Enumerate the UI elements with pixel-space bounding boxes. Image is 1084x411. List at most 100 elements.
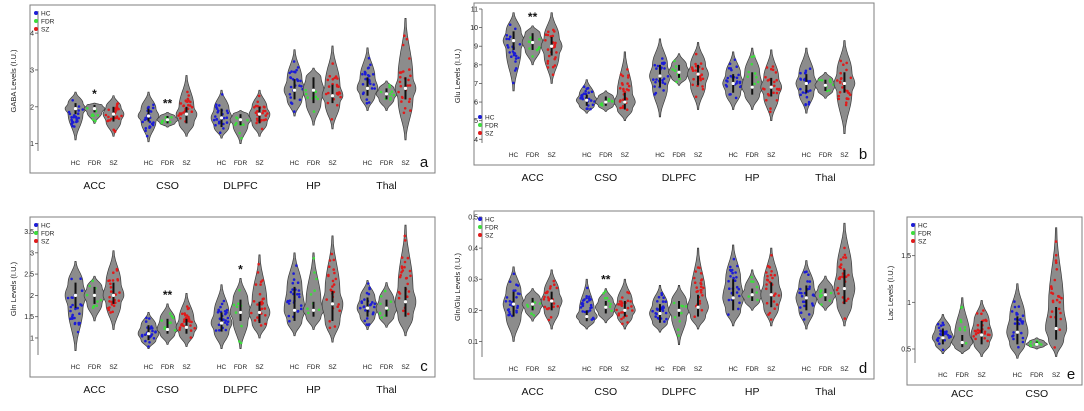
- median-marker: [238, 118, 243, 122]
- data-point-fdr: [312, 110, 316, 113]
- data-point-sz: [698, 299, 702, 303]
- data-point-fdr: [528, 47, 531, 50]
- data-point-hc: [1012, 331, 1015, 334]
- data-point-sz: [112, 304, 116, 308]
- violin-fdr: [229, 110, 252, 144]
- data-point-fdr: [605, 296, 609, 300]
- data-point-sz: [974, 337, 977, 341]
- data-point-sz: [254, 283, 258, 286]
- data-point-hc: [296, 66, 300, 69]
- data-point-sz: [622, 87, 625, 91]
- data-point-sz: [405, 276, 409, 280]
- data-point-sz: [256, 271, 260, 274]
- data-point-fdr: [533, 301, 537, 304]
- data-point-sz: [554, 41, 557, 45]
- group-label-hc: HC: [290, 160, 300, 167]
- data-point-sz: [626, 299, 630, 303]
- y-tick-label: 0.5: [468, 215, 478, 222]
- data-point-sz: [694, 270, 697, 273]
- data-point-sz: [694, 62, 697, 66]
- data-point-fdr: [99, 298, 103, 302]
- data-point-sz: [109, 311, 112, 314]
- data-point-sz: [555, 286, 559, 290]
- data-point-sz: [262, 109, 265, 113]
- data-point-sz: [398, 71, 402, 74]
- data-point-sz: [625, 108, 629, 111]
- data-point-sz: [545, 291, 549, 295]
- data-point-sz: [774, 292, 777, 296]
- data-point-sz: [844, 256, 848, 259]
- data-point-fdr: [388, 92, 392, 96]
- panel-label: a: [420, 154, 429, 171]
- data-point-hc: [589, 99, 593, 102]
- data-point-hc: [514, 67, 518, 70]
- data-point-sz: [189, 336, 193, 339]
- median-marker: [823, 293, 828, 297]
- data-point-hc: [226, 316, 230, 320]
- data-point-hc: [225, 311, 228, 314]
- data-point-fdr: [750, 275, 753, 279]
- data-point-fdr: [753, 72, 757, 75]
- legend-label-sz: SZ: [918, 238, 926, 245]
- data-point-sz: [835, 288, 839, 292]
- data-point-sz: [976, 331, 980, 335]
- data-point-hc: [663, 82, 667, 86]
- data-point-sz: [190, 110, 194, 113]
- region-hp: HC FDR SZ HP: [722, 244, 783, 398]
- y-tick-label: 11: [471, 7, 478, 14]
- data-point-hc: [945, 330, 948, 333]
- data-point-sz: [328, 265, 331, 269]
- y-axis-label: Gln/Glu Levels (I.U.): [453, 253, 462, 321]
- region-label: DLPFC: [662, 386, 697, 398]
- data-point-hc: [1021, 336, 1025, 340]
- data-point-hc: [804, 71, 807, 74]
- data-point-hc: [219, 305, 222, 309]
- data-point-hc: [1010, 310, 1014, 313]
- data-point-sz: [619, 106, 622, 110]
- data-point-sz: [399, 84, 403, 88]
- data-point-fdr: [379, 302, 382, 306]
- data-point-fdr: [671, 68, 675, 71]
- data-point-sz: [1051, 300, 1055, 304]
- median-marker: [1054, 326, 1058, 331]
- data-point-sz: [553, 43, 557, 47]
- data-point-fdr: [309, 293, 313, 296]
- data-point-fdr: [94, 119, 97, 123]
- group-label-hc: HC: [1013, 372, 1023, 379]
- data-point-hc: [147, 345, 150, 348]
- data-point-sz: [547, 54, 551, 58]
- data-point-hc: [942, 323, 945, 327]
- data-point-hc: [290, 70, 293, 73]
- legend-swatch-hc: [34, 11, 38, 15]
- group-label-fdr: FDR: [599, 366, 613, 373]
- group-label-sz: SZ: [109, 364, 117, 371]
- data-point-sz: [552, 279, 556, 283]
- region-cso: HC FDR ** SZ CSO: [575, 273, 636, 398]
- data-point-fdr: [86, 106, 89, 110]
- region-label: CSO: [1025, 388, 1048, 400]
- data-point-sz: [546, 66, 550, 69]
- data-point-fdr: [239, 341, 243, 345]
- data-point-fdr: [90, 114, 94, 117]
- data-point-sz: [617, 312, 621, 315]
- violin-sz: [687, 247, 709, 330]
- group-label-fdr: FDR: [380, 364, 394, 371]
- data-point-fdr: [607, 299, 611, 303]
- data-point-sz: [700, 278, 704, 281]
- data-point-hc: [507, 37, 511, 41]
- group-label-fdr: FDR: [88, 160, 102, 167]
- data-point-sz: [765, 287, 768, 291]
- data-point-hc: [73, 125, 76, 128]
- data-point-hc: [662, 77, 666, 80]
- data-point-sz: [549, 285, 552, 288]
- data-point-sz: [843, 253, 847, 257]
- region-label: HP: [306, 384, 321, 396]
- median-marker: [604, 100, 608, 104]
- region-acc: HC FDR * SZ ACC: [64, 87, 125, 192]
- data-point-hc: [151, 327, 154, 330]
- data-point-hc: [225, 109, 229, 113]
- data-point-fdr: [608, 305, 612, 309]
- data-point-hc: [735, 276, 738, 279]
